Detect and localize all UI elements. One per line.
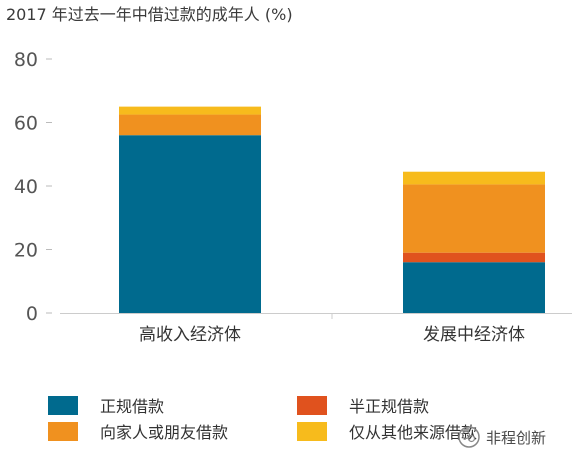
category-label: 高收入经济体 xyxy=(139,325,241,345)
bar-segment-3-category-2 xyxy=(403,184,545,253)
bars xyxy=(119,106,545,313)
y-tick-label: 60 xyxy=(14,113,38,135)
bar-segment-4-category-1 xyxy=(119,106,261,115)
x-axis: 高收入经济体 发展中经济体 xyxy=(60,313,572,345)
bar-segment-2-category-2 xyxy=(403,252,545,263)
bar-segment-1-category-1 xyxy=(119,135,261,313)
y-tick-label: 0 xyxy=(26,303,38,325)
y-tick-label: 20 xyxy=(14,240,38,262)
y-axis: 0 20 40 60 80 xyxy=(14,49,52,325)
bar-segment-4-category-2 xyxy=(403,171,545,185)
wechat-icon xyxy=(458,426,480,448)
y-tick-label: 40 xyxy=(14,176,38,198)
bar-segment-1-category-2 xyxy=(403,262,545,313)
watermark-text: 非程创新 xyxy=(486,428,547,447)
bar-segment-3-category-1 xyxy=(119,114,261,136)
category-label: 发展中经济体 xyxy=(423,325,525,345)
chart-title: 2017 年过去一年中借过款的成年人 (%) xyxy=(6,5,293,24)
y-tick-label: 80 xyxy=(14,49,38,71)
watermark: 非程创新 xyxy=(458,426,546,448)
